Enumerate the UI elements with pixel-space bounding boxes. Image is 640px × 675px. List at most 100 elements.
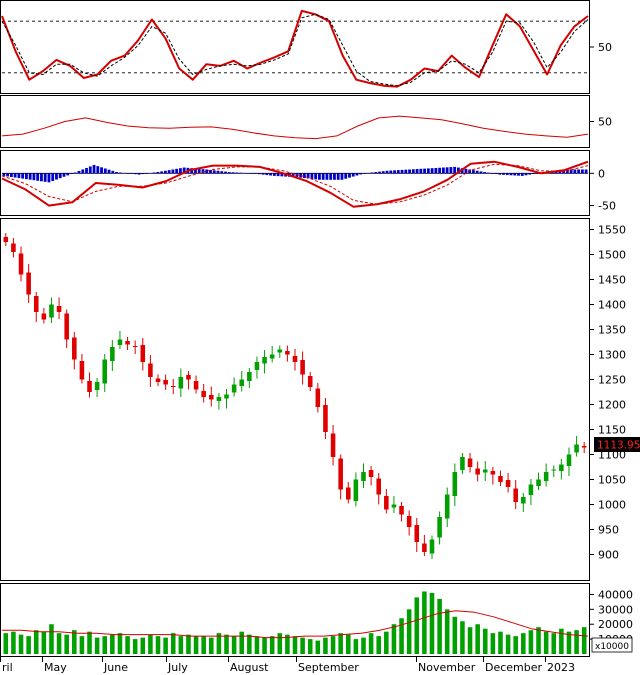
candle-body [437, 517, 442, 538]
volume-bar [269, 636, 275, 654]
candle-body [262, 357, 267, 364]
volume-bar [163, 637, 168, 654]
macd-histogram-bar [164, 170, 167, 174]
volume-bar [361, 637, 366, 654]
x-tick-label: May [44, 661, 67, 674]
y-tick-label: 20000 [598, 618, 633, 631]
volume-bar [186, 634, 191, 654]
macd-histogram-bar [302, 173, 306, 179]
macd-histogram-bar [70, 173, 73, 174]
y-tick-label: 1150 [598, 424, 626, 437]
y-tick-label: 50 [598, 116, 612, 129]
macd-histogram-bar [321, 173, 325, 180]
rsi-line-0 [1, 115, 589, 140]
macd-histogram-bar [359, 173, 363, 175]
candle-body [376, 478, 381, 495]
macd-histogram-bar [58, 173, 62, 179]
macd-histogram-bar [235, 172, 239, 174]
volume-bar [216, 633, 222, 654]
macd-histogram-bar [513, 173, 517, 176]
volume-bar [132, 639, 138, 654]
macd-histogram-bar [479, 171, 483, 174]
candle-body [231, 384, 237, 393]
macd-histogram-bar [201, 169, 205, 174]
candle-body [285, 351, 290, 355]
volume-bar [277, 633, 283, 654]
last-price-label: 1113.950 [597, 440, 640, 452]
volume-bar [125, 636, 130, 654]
macd-histogram-bar [111, 170, 115, 174]
macd-histogram-bar [329, 173, 333, 180]
volume-bar [452, 616, 458, 654]
candle-body [102, 359, 108, 384]
macd-histogram-bar [348, 173, 351, 178]
candle-body [475, 468, 480, 475]
candle-body [315, 388, 321, 407]
volume-bar [140, 637, 146, 654]
macd-histogram-bar [269, 173, 272, 176]
x-tick-label: November [418, 661, 476, 674]
macd-histogram-bar [318, 173, 321, 180]
macd-histogram-bar [502, 173, 505, 175]
macd-histogram-bar [242, 172, 246, 174]
volume-bar [315, 640, 321, 654]
volume-bar [559, 628, 564, 654]
macd-histogram-bar [509, 173, 513, 176]
macd-histogram-bar [393, 170, 396, 174]
macd-histogram-bar [558, 170, 562, 174]
volume-bar [429, 592, 435, 654]
macd-histogram-bar [314, 173, 318, 180]
macd-histogram-bar [573, 169, 577, 174]
macd-histogram-bar [306, 173, 310, 179]
stochastic-lines [1, 9, 589, 88]
candle-body [444, 494, 450, 519]
y-tick-label: 40000 [598, 588, 633, 601]
volume-bar [574, 630, 579, 654]
candle-body [482, 469, 488, 473]
volume-bar [406, 609, 412, 654]
volume-bars [2, 591, 589, 654]
volume-bar [262, 637, 267, 654]
macd-histogram-bar [426, 168, 430, 174]
volume-bar [551, 633, 557, 654]
volume-bar [376, 636, 381, 654]
volume-bar [368, 633, 374, 654]
macd-histogram-bar [13, 173, 17, 178]
candle-body [543, 472, 549, 481]
candle-body [323, 405, 328, 432]
y-tick-label: 950 [598, 524, 619, 537]
macd-histogram-bar [40, 173, 43, 182]
candle-body [414, 525, 420, 542]
macd-histogram-bar [505, 173, 509, 176]
volume-bar [87, 631, 92, 654]
macd-histogram-bar [92, 164, 96, 174]
macd-histogram-bar [216, 170, 220, 174]
candle-body [87, 381, 92, 392]
macd-histogram-bar [47, 173, 51, 183]
candle-body [353, 479, 359, 501]
macd-histogram-bar [81, 169, 85, 174]
candle-body [384, 496, 389, 510]
macd-histogram-bar [28, 173, 32, 180]
volume-bar [460, 621, 465, 654]
volume-bar [26, 636, 31, 654]
macd-histogram-bar [167, 170, 171, 174]
macd-histogram-bar [494, 173, 498, 174]
macd-histogram-bar [36, 173, 40, 181]
y-tick-label: 1000 [598, 499, 626, 512]
macd-histogram-bar [483, 172, 487, 174]
macd-histogram-bar [490, 173, 494, 174]
volume-bar [521, 633, 526, 654]
candle-body [292, 356, 298, 362]
macd-histogram-bar [333, 173, 336, 180]
macd-histogram-bar [62, 173, 66, 177]
candle-body [429, 539, 435, 554]
volume-bar [444, 609, 450, 654]
macd-histogram-bar [411, 169, 415, 174]
volume-bar [475, 624, 480, 654]
volume-bar [3, 633, 9, 654]
x-tick-label: August [230, 661, 269, 674]
macd-histogram-bar [179, 168, 182, 174]
macd-histogram-bar [445, 167, 449, 174]
